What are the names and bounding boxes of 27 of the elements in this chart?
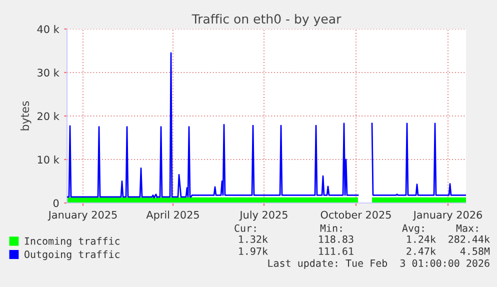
text: 1.32k bbox=[239, 235, 268, 243]
x-tick-label: July 2025 bbox=[239, 210, 288, 221]
text: Avg: bbox=[402, 224, 424, 234]
legend-label: Outgoing traffic bbox=[24, 250, 120, 260]
text: 1.97k bbox=[239, 247, 268, 255]
text: Last update: Tue Feb 3 01:00:00 2026 bbox=[268, 259, 490, 269]
y-axis-title: bytes bbox=[20, 101, 32, 130]
y-tick-label: 10 k bbox=[38, 156, 60, 164]
text: Cur: bbox=[234, 224, 256, 232]
text: 282.44k bbox=[448, 235, 490, 243]
x-tick-label: January 2026 bbox=[412, 210, 482, 221]
text: 2.47k bbox=[406, 247, 436, 255]
y-tick-label: 30 k bbox=[38, 68, 60, 77]
text: 118.83 bbox=[319, 235, 354, 243]
x-tick-label: January 2025 bbox=[48, 210, 117, 221]
text: Max: bbox=[456, 224, 478, 232]
text: 4.58M bbox=[460, 247, 490, 255]
text: Min: bbox=[320, 224, 342, 232]
x-tick-label: April 2025 bbox=[146, 210, 199, 221]
x-tick-label: October 2025 bbox=[320, 210, 391, 219]
legend-label: Incoming traffic bbox=[24, 237, 120, 247]
y-tick-label: 20 k bbox=[38, 112, 60, 120]
y-tick-label: 0 bbox=[53, 199, 59, 208]
chart-title: Traffic on eth0 - by year bbox=[192, 14, 342, 26]
y-tick-label: 40 k bbox=[37, 25, 60, 34]
text: 111.61 bbox=[319, 247, 354, 255]
text: 1.24k bbox=[407, 235, 436, 243]
